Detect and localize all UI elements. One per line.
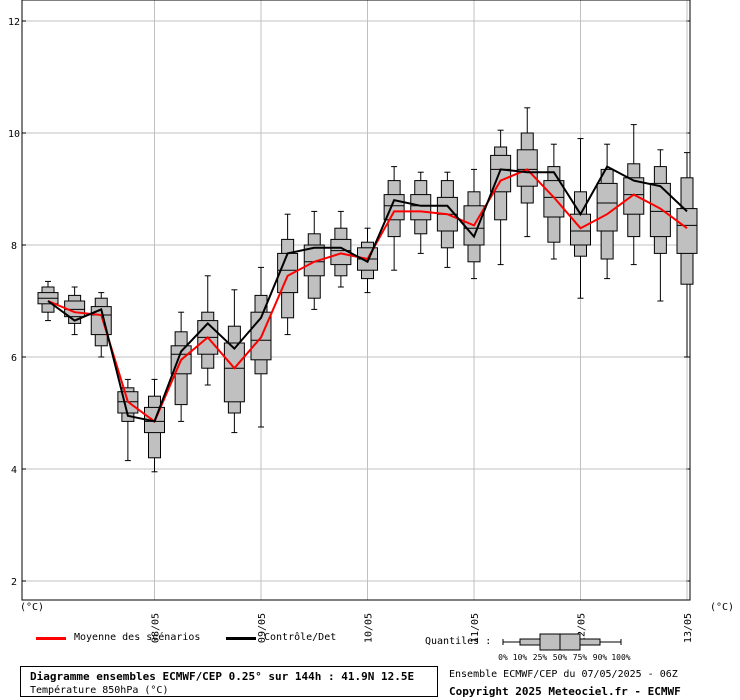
copyright-text: Copyright 2025 Meteociel.fr - ECMWF	[449, 685, 681, 698]
y-tick-label: 8	[11, 241, 17, 252]
quantile-tick-label: 10%	[513, 653, 528, 662]
quantile-tick-label: 25%	[533, 653, 548, 662]
y-unit-right: (°C)	[710, 602, 734, 613]
chart-title-box: Diagramme ensembles ECMWF/CEP 0.25° sur …	[20, 666, 438, 697]
chart-title: Diagramme ensembles ECMWF/CEP 0.25° sur …	[30, 670, 415, 683]
mean-legend-swatch	[36, 637, 66, 640]
quantiles-label: Quantiles :	[425, 636, 492, 647]
quantile-tick-label: 100%	[611, 653, 630, 662]
box-p25-p75	[516, 149, 538, 187]
x-tick-label: 13/05	[683, 613, 694, 643]
box-p25-p75	[676, 208, 698, 254]
plot-frame	[21, 0, 691, 601]
control-line	[47, 165, 688, 423]
box-p25-p75	[623, 177, 645, 215]
x-tick-label: 09/05	[257, 613, 268, 643]
box-p25-p75	[223, 342, 245, 403]
y-tick-label: 6	[11, 353, 17, 364]
y-tick-label: 12	[8, 17, 20, 28]
y-unit-left: (°C)	[20, 602, 44, 613]
run-info: Ensemble ECMWF/CEP du 07/05/2025 - 06Z	[449, 669, 678, 680]
quantile-tick-label: 0%	[498, 653, 508, 662]
mean-legend-label: Moyenne des scénarios	[74, 632, 201, 643]
box-p25-p75	[410, 194, 432, 221]
quantile-tick-label: 90%	[593, 653, 608, 662]
y-tick-label: 10	[8, 129, 20, 140]
x-tick-label: 10/05	[364, 613, 375, 643]
control-legend-label: Contrôle/Det	[264, 632, 337, 643]
box-p25-p75	[649, 182, 671, 238]
chart-subtitle: Température 850hPa (°C)	[30, 685, 169, 696]
quantile-tick-label: 75%	[573, 653, 588, 662]
control-legend-swatch	[226, 637, 256, 640]
box-p25-p75	[596, 182, 618, 232]
y-tick-label: 2	[11, 577, 17, 588]
x-tick-label: 12/05	[577, 613, 588, 643]
box-p25-p75	[303, 244, 325, 277]
y-tick-label: 4	[11, 465, 17, 476]
x-tick-label: 08/05	[151, 613, 162, 643]
quantile-tick-label: 50%	[553, 653, 568, 662]
x-tick-label: 11/05	[470, 613, 481, 643]
